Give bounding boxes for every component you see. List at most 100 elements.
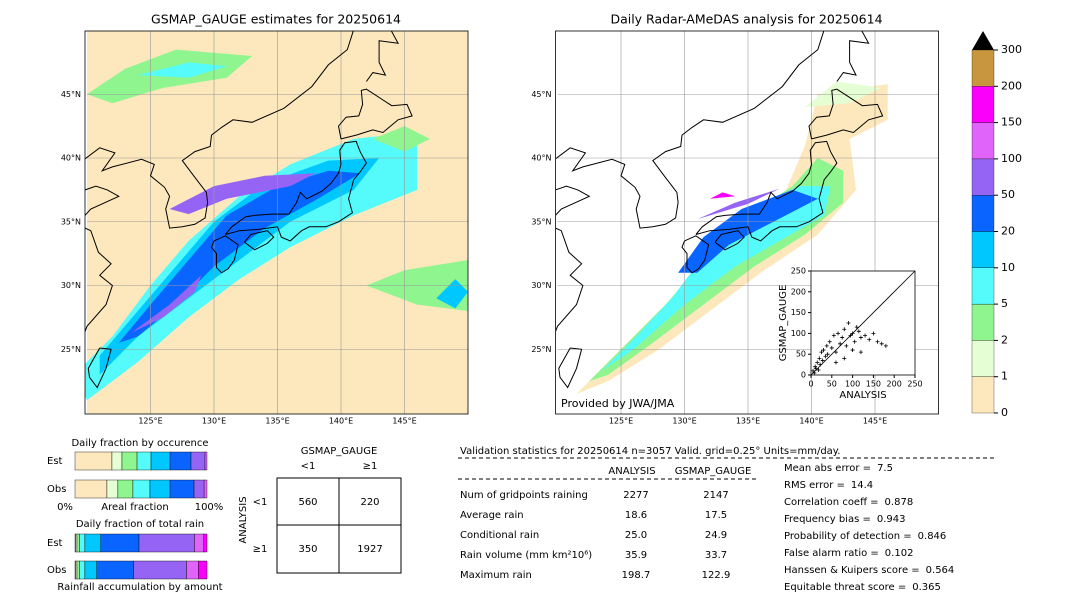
scatter-point xyxy=(856,329,861,334)
column-header: ANALYSIS xyxy=(608,466,655,477)
score-label: Frequency bias = xyxy=(784,514,871,525)
fraction-segment xyxy=(169,479,195,499)
score-label: Correlation coeff = xyxy=(784,497,879,508)
lat-label: 25°N xyxy=(531,345,551,354)
lon-label: 135°E xyxy=(736,417,760,426)
y-tick-label: 200 xyxy=(791,287,806,296)
fraction-segment xyxy=(79,533,86,553)
scatter-point xyxy=(852,339,857,344)
score-label: Hanssen & Kuipers score = xyxy=(784,565,920,576)
colorbar-bin xyxy=(971,340,995,377)
score-value: 0.102 xyxy=(885,548,914,559)
map-frame xyxy=(555,30,939,415)
lat-label: 30°N xyxy=(61,281,81,290)
fraction-segment xyxy=(186,560,199,580)
colorbar-bin xyxy=(971,231,995,268)
table-title: GSMAP_GAUGE xyxy=(301,446,378,457)
stat-label: Rain volume (mm km²10⁶) xyxy=(460,550,592,561)
scatter-point xyxy=(871,331,876,336)
y-tick-label: 50 xyxy=(796,350,806,359)
fraction-segment xyxy=(136,451,152,471)
y-tick-label: 0 xyxy=(801,371,806,380)
fraction-segment xyxy=(106,479,119,499)
scatter-point xyxy=(813,364,818,369)
rain-area xyxy=(436,279,468,309)
col-label: ≥1 xyxy=(363,461,378,472)
table-cell: 220 xyxy=(360,497,379,508)
table-cell: 560 xyxy=(298,497,317,508)
fraction-segment xyxy=(96,560,134,580)
x-tick-label: 0 xyxy=(808,380,813,389)
scatter-point xyxy=(833,360,838,365)
scatter-point xyxy=(840,335,845,340)
fraction-segment xyxy=(121,451,138,471)
lat-label: 25°N xyxy=(61,345,81,354)
lat-label: 35°N xyxy=(531,217,551,226)
scatter-point xyxy=(825,352,830,357)
fraction-segment xyxy=(169,451,192,471)
scatter-point xyxy=(867,337,872,342)
scatter-point xyxy=(812,370,817,375)
map-title: GSMAP_GAUGE estimates for 20250614 xyxy=(151,12,401,27)
score-value: 0.846 xyxy=(918,531,947,542)
fraction-segment xyxy=(138,533,195,553)
coastline xyxy=(836,31,870,82)
colorbar-label: 5 xyxy=(1001,297,1008,310)
colorbar-bin xyxy=(971,376,995,414)
coastline xyxy=(225,140,367,242)
right-map xyxy=(556,31,938,414)
fraction-segment xyxy=(100,533,140,553)
colorbar-label: 300 xyxy=(1001,43,1022,56)
map-frame xyxy=(84,30,469,415)
stat-value: 2277 xyxy=(623,490,648,501)
axis-label: Rainfall accumulation by amount xyxy=(57,582,222,593)
coastline xyxy=(244,230,275,251)
score-label: Equitable threat score = xyxy=(784,582,906,593)
table-cell: 1927 xyxy=(357,544,382,555)
colorbar-label: 10 xyxy=(1001,261,1015,274)
stat-value: 17.5 xyxy=(705,510,727,521)
scatter-point xyxy=(848,333,853,338)
fraction-segment xyxy=(74,451,113,471)
score-label: Probability of detection = xyxy=(784,531,912,542)
lon-label: 140°E xyxy=(799,417,823,426)
scatter-point xyxy=(824,343,829,348)
scatter-point xyxy=(850,331,855,336)
colorbar-bin xyxy=(971,49,995,87)
scatter-point xyxy=(836,331,841,336)
coastline xyxy=(337,88,413,140)
rain-area xyxy=(169,173,316,215)
coastline xyxy=(681,235,710,274)
x-tick-label: 200 xyxy=(887,380,902,389)
x-axis-label: ANALYSIS xyxy=(839,390,886,401)
stats-header: Validation statistics for 20250614 n=305… xyxy=(460,446,840,457)
rain-area xyxy=(137,62,227,78)
fraction-segment xyxy=(203,533,208,553)
rain-area xyxy=(602,186,831,371)
axis-start: 0% xyxy=(57,502,73,513)
fraction-segment xyxy=(149,479,171,499)
scatter-point xyxy=(858,335,863,340)
scatter-point xyxy=(819,350,824,355)
fraction-segment xyxy=(84,533,101,553)
fraction-segment xyxy=(204,451,208,471)
scatter-point xyxy=(846,321,851,325)
scatter-point xyxy=(815,360,820,365)
x-tick-label: 100 xyxy=(845,380,860,389)
rain-area xyxy=(697,188,780,220)
scatter-point xyxy=(842,327,847,332)
scatter-point xyxy=(816,368,821,373)
fraction-segment xyxy=(84,560,97,580)
colorbar-label: 200 xyxy=(1001,79,1022,92)
rain-area xyxy=(372,126,430,152)
lat-label: 45°N xyxy=(61,90,81,99)
scatter-point xyxy=(820,358,825,363)
lat-label: 40°N xyxy=(61,154,81,163)
panel-title: Daily fraction of total rain xyxy=(76,519,204,530)
colorbar-label: 0 xyxy=(1001,406,1008,419)
lon-label: 145°E xyxy=(863,417,887,426)
scatter-point xyxy=(811,368,816,373)
scatter-point xyxy=(833,350,838,355)
score-value: 14.4 xyxy=(851,480,873,491)
row-label: <1 xyxy=(253,497,268,508)
